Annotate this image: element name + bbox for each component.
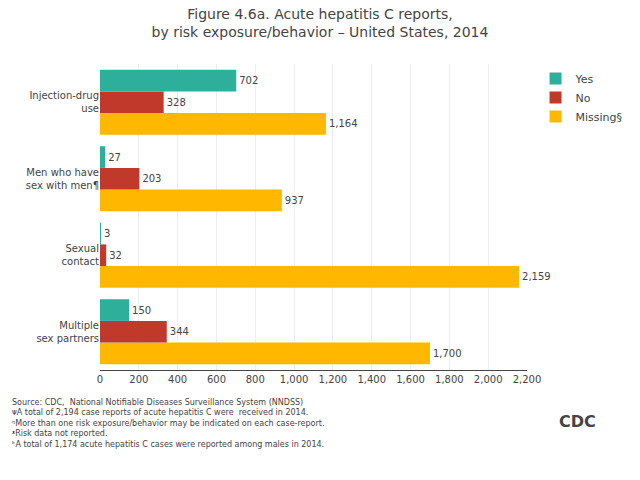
svg-text:1,700: 1,700	[433, 348, 462, 359]
svg-text:203: 203	[142, 173, 161, 184]
svg-text:1,600: 1,600	[396, 374, 425, 385]
svg-text:937: 937	[285, 195, 304, 206]
svg-text:702: 702	[239, 75, 258, 86]
svg-text:Men who havesex with men¶: Men who havesex with men¶	[26, 167, 99, 191]
svg-text:2,200: 2,200	[513, 374, 542, 385]
svg-text:Multiplesex partners: Multiplesex partners	[36, 320, 99, 344]
svg-text:Yes: Yes	[575, 73, 594, 86]
svg-text:Source: CDC, National Notifia: Source: CDC, National Notifiable Disease…	[12, 398, 324, 449]
svg-text:600: 600	[207, 374, 226, 385]
svg-text:1,400: 1,400	[357, 374, 386, 385]
svg-text:200: 200	[129, 374, 148, 385]
svg-text:CDC: CDC	[559, 412, 596, 431]
svg-text:400: 400	[168, 374, 187, 385]
svg-text:Sexualcontact: Sexualcontact	[62, 243, 100, 267]
svg-text:1,000: 1,000	[280, 374, 309, 385]
svg-text:2,000: 2,000	[474, 374, 503, 385]
svg-text:27: 27	[108, 152, 121, 163]
svg-text:150: 150	[132, 305, 151, 316]
svg-text:Figure 4.6a. Acute hepatitis C: Figure 4.6a. Acute hepatitis C reports,b…	[152, 6, 489, 40]
svg-text:800: 800	[246, 374, 265, 385]
svg-text:3: 3	[104, 228, 110, 239]
svg-text:1,800: 1,800	[435, 374, 464, 385]
svg-text:No: No	[576, 92, 591, 105]
svg-text:1,164: 1,164	[329, 118, 358, 129]
svg-text:328: 328	[167, 97, 186, 108]
svg-text:344: 344	[170, 326, 189, 337]
svg-text:32: 32	[109, 250, 122, 261]
svg-text:0: 0	[97, 374, 103, 385]
svg-text:1,200: 1,200	[319, 374, 348, 385]
svg-text:Injection-druguse: Injection-druguse	[29, 90, 99, 114]
svg-text:Missing§: Missing§	[576, 111, 623, 124]
svg-text:2,159: 2,159	[522, 271, 551, 282]
